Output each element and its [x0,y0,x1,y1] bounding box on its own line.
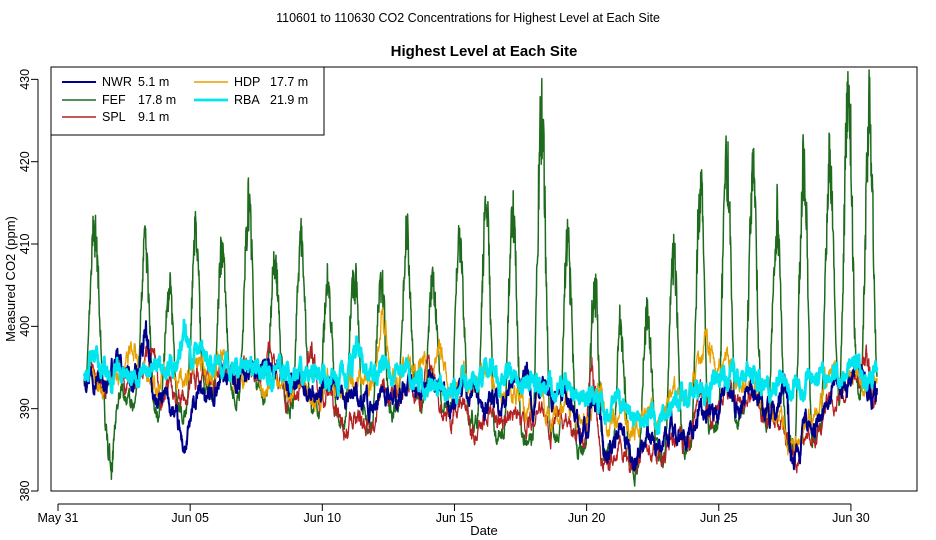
x-tick-label: Jun 30 [832,511,870,525]
plot-series-group [83,69,879,487]
plot-frame [50,66,918,492]
legend-name-hdp: HDP [234,75,260,89]
series-line-rba [83,318,879,436]
legend-height-nwr: 5.1 m [138,75,169,89]
chart-title: Highest Level at Each Site [391,43,578,60]
x-tick-label: May 31 [38,511,79,525]
legend-height-hdp: 17.7 m [270,75,308,89]
x-tick-label: Jun 20 [568,511,606,525]
legend-name-nwr: NWR [102,75,132,89]
x-axis-label: Date [470,523,497,538]
x-tick-label: Jun 05 [171,511,209,525]
y-tick-label: 420 [18,151,32,172]
x-tick-label: Jun 25 [700,511,738,525]
y-axis: 380 390 400 410 420 430 [18,69,39,502]
legend: NWR 5.1 m FEF 17.8 m SPL 9.1 m HDP 17.7 m RBA 21.… [50,66,325,136]
legend-name-rba: RBA [234,93,260,107]
legend-height-rba: 21.9 m [270,93,308,107]
x-tick-label: Jun 15 [436,511,474,525]
legend-box [50,66,325,136]
chart-suptitle: 110601 to 110630 CO2 Concentrations for … [276,11,660,25]
series-line-nwr [83,320,878,472]
x-tick-label: Jun 10 [304,511,342,525]
y-tick-label: 430 [18,69,32,90]
y-axis-label: Measured CO2 (ppm) [3,216,18,342]
legend-name-spl: SPL [102,110,126,124]
legend-height-spl: 9.1 m [138,110,169,124]
x-axis: May 31 Jun 05 Jun 10 Jun 15 Jun 20 Jun 25 Jun … [38,503,870,525]
y-tick-label: 390 [18,398,32,419]
y-tick-label: 380 [18,481,32,502]
legend-height-fef: 17.8 m [138,93,176,107]
legend-name-fef: FEF [102,93,126,107]
y-tick-label: 410 [18,234,32,255]
y-tick-label: 400 [18,316,32,337]
